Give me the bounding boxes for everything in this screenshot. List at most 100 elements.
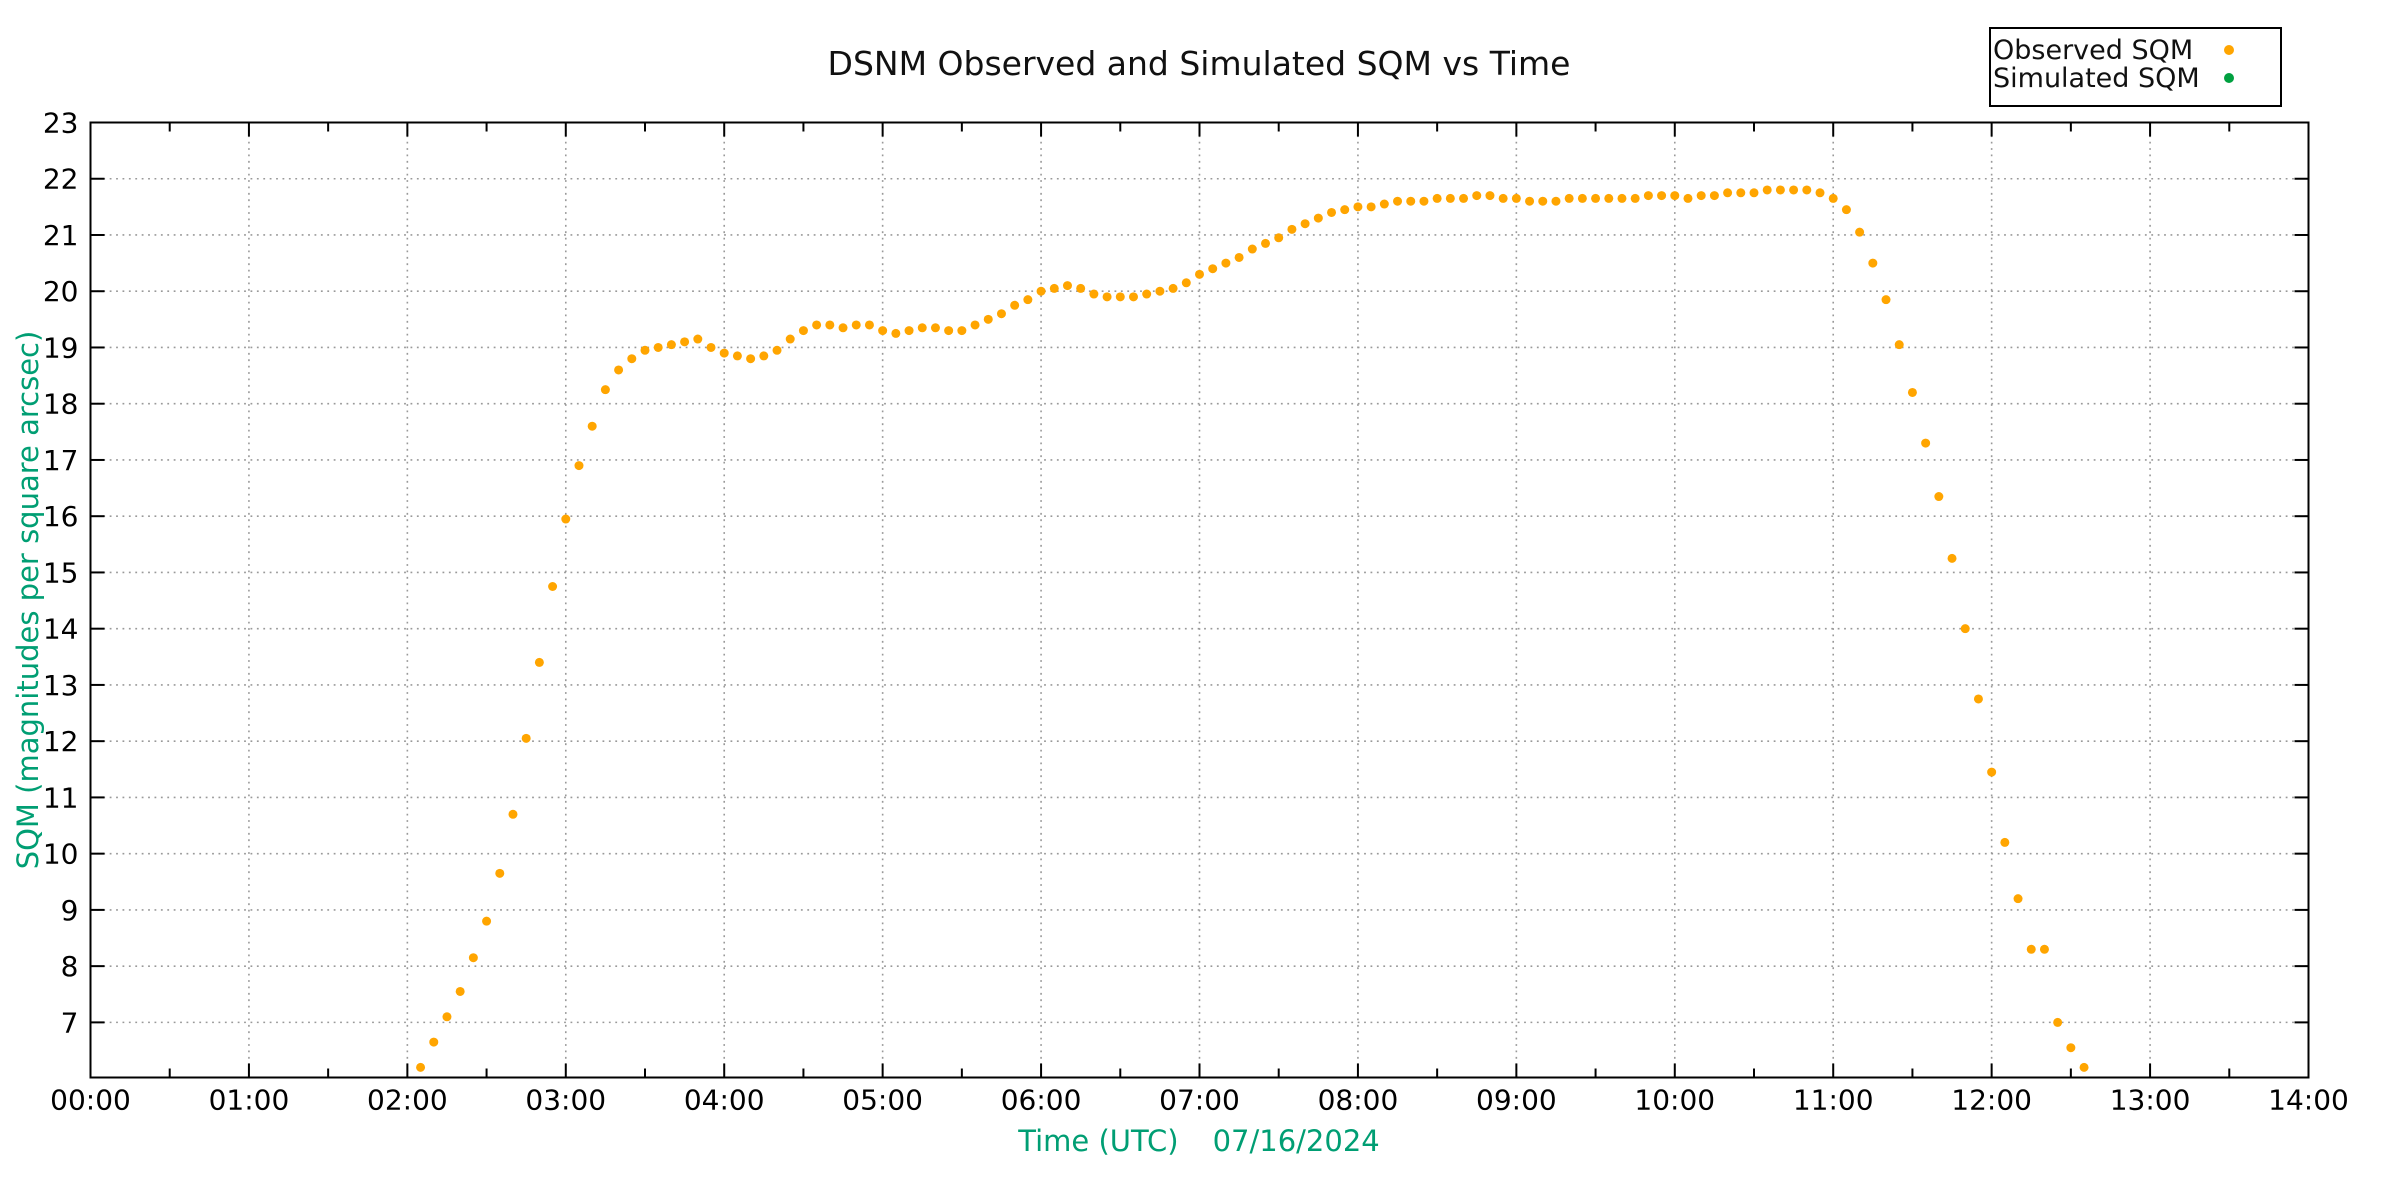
- data-point: [759, 351, 769, 361]
- data-point: [1247, 244, 1257, 254]
- data-point: [1221, 258, 1231, 268]
- data-point: [1432, 193, 1442, 203]
- data-point: [732, 351, 742, 361]
- y-tick-label: 15: [43, 556, 79, 589]
- data-point: [1577, 193, 1587, 203]
- y-tick-label: 10: [43, 838, 79, 871]
- x-tick-label: 09:00: [1476, 1084, 1557, 1117]
- data-point: [1353, 202, 1363, 212]
- data-point: [1274, 233, 1284, 243]
- data-point: [587, 421, 597, 431]
- y-tick-label: 19: [43, 331, 79, 364]
- data-point: [1828, 193, 1838, 203]
- data-point: [1459, 193, 1469, 203]
- simulated-marker-icon: [2224, 73, 2234, 83]
- tick-marks: [89, 121, 2310, 1078]
- data-point: [442, 1012, 452, 1022]
- data-point: [1300, 219, 1310, 229]
- data-point: [1960, 624, 1970, 634]
- plot-border: [89, 121, 2310, 1079]
- y-tick-label: 13: [43, 669, 79, 702]
- data-point: [864, 320, 874, 330]
- x-axis-title-text: Time (UTC): [1018, 1124, 1179, 1158]
- data-point: [574, 461, 584, 471]
- y-tick-label: 12: [43, 725, 79, 758]
- data-point: [706, 342, 716, 352]
- y-tick-label: 17: [43, 444, 79, 477]
- data-point: [521, 733, 531, 743]
- data-point: [468, 953, 478, 963]
- data-point: [878, 326, 888, 336]
- data-point: [1406, 196, 1416, 206]
- data-point: [1921, 438, 1931, 448]
- data-point: [1472, 191, 1482, 201]
- data-point: [1934, 492, 1944, 502]
- data-point: [680, 337, 690, 347]
- x-tick-label: 05:00: [842, 1084, 923, 1117]
- data-point: [944, 326, 954, 336]
- data-point: [1234, 252, 1244, 262]
- data-point: [548, 582, 558, 592]
- x-tick-label: 07:00: [1159, 1084, 1240, 1117]
- data-point: [455, 986, 465, 996]
- data-point: [785, 334, 795, 344]
- data-point: [2079, 1062, 2089, 1072]
- data-point: [719, 348, 729, 358]
- series-observed: [416, 185, 2089, 1072]
- data-point: [2039, 944, 2049, 954]
- data-point: [1287, 224, 1297, 234]
- data-point: [2066, 1043, 2076, 1053]
- data-point: [1762, 185, 1772, 195]
- data-point: [2013, 894, 2023, 904]
- y-tick-label: 22: [43, 163, 79, 196]
- x-tick-label: 04:00: [684, 1084, 765, 1117]
- y-tick-label: 18: [43, 388, 79, 421]
- legend-label-observed: Observed SQM: [1993, 34, 2194, 66]
- data-point: [1089, 289, 1099, 299]
- x-tick-label: 00:00: [50, 1084, 131, 1117]
- data-point: [1551, 196, 1561, 206]
- data-point: [1511, 193, 1521, 203]
- y-tick-label: 16: [43, 500, 79, 533]
- data-point: [812, 320, 822, 330]
- data-point: [2000, 837, 2010, 847]
- data-point: [416, 1062, 426, 1072]
- data-point: [825, 320, 835, 330]
- data-point: [2053, 1017, 2063, 1027]
- data-point: [1723, 188, 1733, 198]
- data-point: [627, 354, 637, 364]
- x-tick-label: 01:00: [209, 1084, 290, 1117]
- data-point: [851, 320, 861, 330]
- data-point: [1617, 193, 1627, 203]
- data-point: [429, 1037, 439, 1047]
- data-point: [983, 314, 993, 324]
- data-point: [1657, 191, 1667, 201]
- data-point: [1379, 199, 1389, 209]
- data-point: [798, 326, 808, 336]
- x-tick-label: 14:00: [2268, 1084, 2349, 1117]
- data-point: [772, 345, 782, 355]
- data-point: [1208, 264, 1218, 274]
- chart-title: DSNM Observed and Simulated SQM vs Time: [827, 44, 1571, 83]
- data-point: [1749, 188, 1759, 198]
- data-point: [1709, 191, 1719, 201]
- data-point: [1855, 227, 1865, 237]
- data-point: [1076, 283, 1086, 293]
- data-point: [1115, 292, 1125, 302]
- y-tick-label: 7: [61, 1006, 79, 1039]
- x-tick-label: 03:00: [525, 1084, 606, 1117]
- data-point: [495, 868, 505, 878]
- x-tick-label: 06:00: [1001, 1084, 1082, 1117]
- data-point: [1340, 205, 1350, 215]
- data-point: [614, 365, 624, 375]
- data-point: [1696, 191, 1706, 201]
- data-point: [1485, 191, 1495, 201]
- x-axis-date: 07/16/2024: [1212, 1124, 1380, 1158]
- data-point: [1736, 188, 1746, 198]
- legend-label-simulated: Simulated SQM: [1993, 62, 2200, 94]
- data-point: [917, 323, 927, 333]
- data-point: [1393, 196, 1403, 206]
- data-point: [1789, 185, 1799, 195]
- legend-item-observed: Observed SQM: [1991, 34, 2280, 66]
